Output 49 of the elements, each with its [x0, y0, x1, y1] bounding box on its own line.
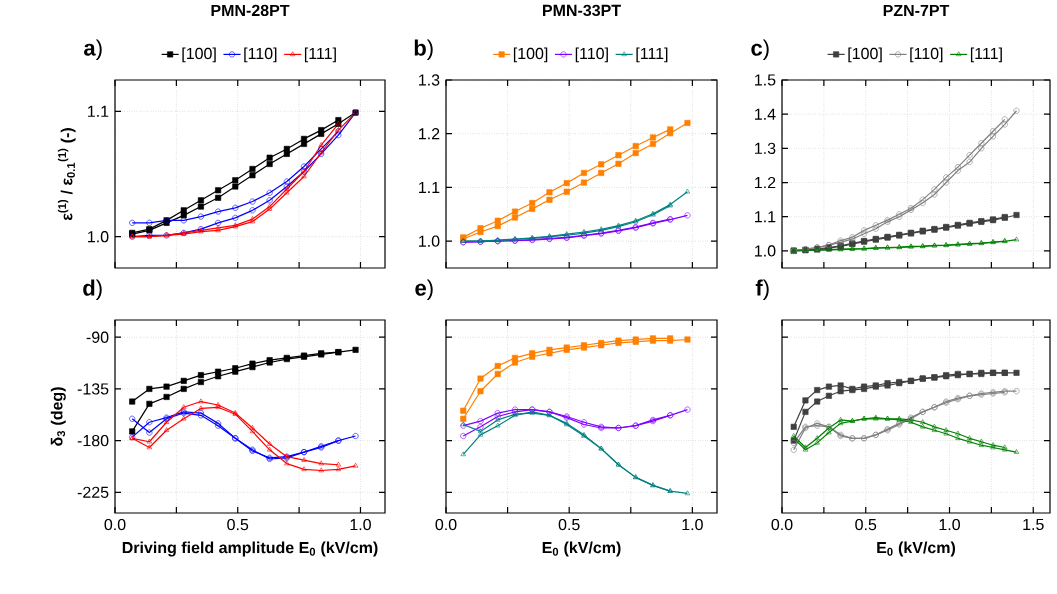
y-tick-label: -225: [77, 486, 109, 498]
y-axis-title: ε$^{(1)}$ / ε$_{0.1}$$^{(1)}$ (-): [57, 128, 76, 221]
x-tick-label: 1.5: [1023, 518, 1044, 531]
x-axis-title: Driving field amplitude E$_{0}$ (kV/cm): [122, 541, 378, 557]
chart-title: PZN-7PT: [883, 5, 950, 17]
chart-title: PMN-33PT: [543, 4, 621, 17]
legend-label: [100]: [182, 47, 216, 63]
x-tick-label: 0.0: [771, 518, 793, 531]
y-tick-label: -90: [86, 331, 109, 343]
legend-label: [100]: [848, 47, 882, 63]
legend-label: [111]: [304, 47, 336, 63]
x-tick-label: 0.5: [558, 518, 580, 531]
y-tick-label: 1.5: [755, 74, 776, 86]
legend-label: [110]: [575, 47, 608, 63]
text: f): [755, 279, 769, 301]
x-tick-label: 1.0: [350, 518, 371, 531]
text: d): [83, 279, 102, 301]
y-tick-label: 1.1: [755, 211, 776, 223]
y-tick-label: 1.0: [419, 235, 440, 247]
y-tick-label: 1.3: [755, 142, 776, 155]
text: a): [84, 39, 102, 61]
y-tick-label: 1.1: [88, 105, 109, 117]
y-tick-label: 1.1: [419, 181, 440, 193]
x-tick-label: 1.0: [939, 518, 960, 531]
y-tick-label: 1.2: [755, 176, 776, 189]
x-tick-label: 0.0: [104, 518, 126, 531]
x-tick-label: 0.0: [435, 518, 457, 531]
y-tick-label: 1.0: [755, 245, 776, 257]
y-tick-label: -135: [77, 383, 109, 395]
y-tick-label: 1.0: [88, 231, 109, 243]
x-tick-label: 0.5: [227, 518, 249, 531]
y-tick-label: 1.4: [755, 108, 776, 120]
legend-label: [111]: [970, 47, 1002, 63]
legend-label: [110]: [910, 47, 943, 63]
text: b): [414, 39, 433, 61]
legend-label: [110]: [244, 47, 277, 63]
legend-label: [111]: [636, 47, 668, 63]
x-tick-label: 1.0: [682, 518, 703, 531]
x-tick-label: 0.5: [855, 518, 877, 531]
legend-label: [100]: [513, 47, 548, 63]
y-tick-label: -180: [77, 434, 109, 447]
x-axis-title: E$_{0}$ (kV/cm): [542, 541, 621, 557]
y-axis-title: δ$_{3}$ (deg): [50, 387, 66, 446]
chart-title: PMN-28PT: [211, 4, 290, 17]
x-axis-title: E$_{0}$ (kV/cm): [877, 541, 956, 557]
text: e): [415, 279, 433, 301]
y-tick-label: 1.2: [419, 128, 440, 140]
y-tick-label: 1.3: [419, 74, 440, 86]
text: c): [751, 39, 769, 61]
